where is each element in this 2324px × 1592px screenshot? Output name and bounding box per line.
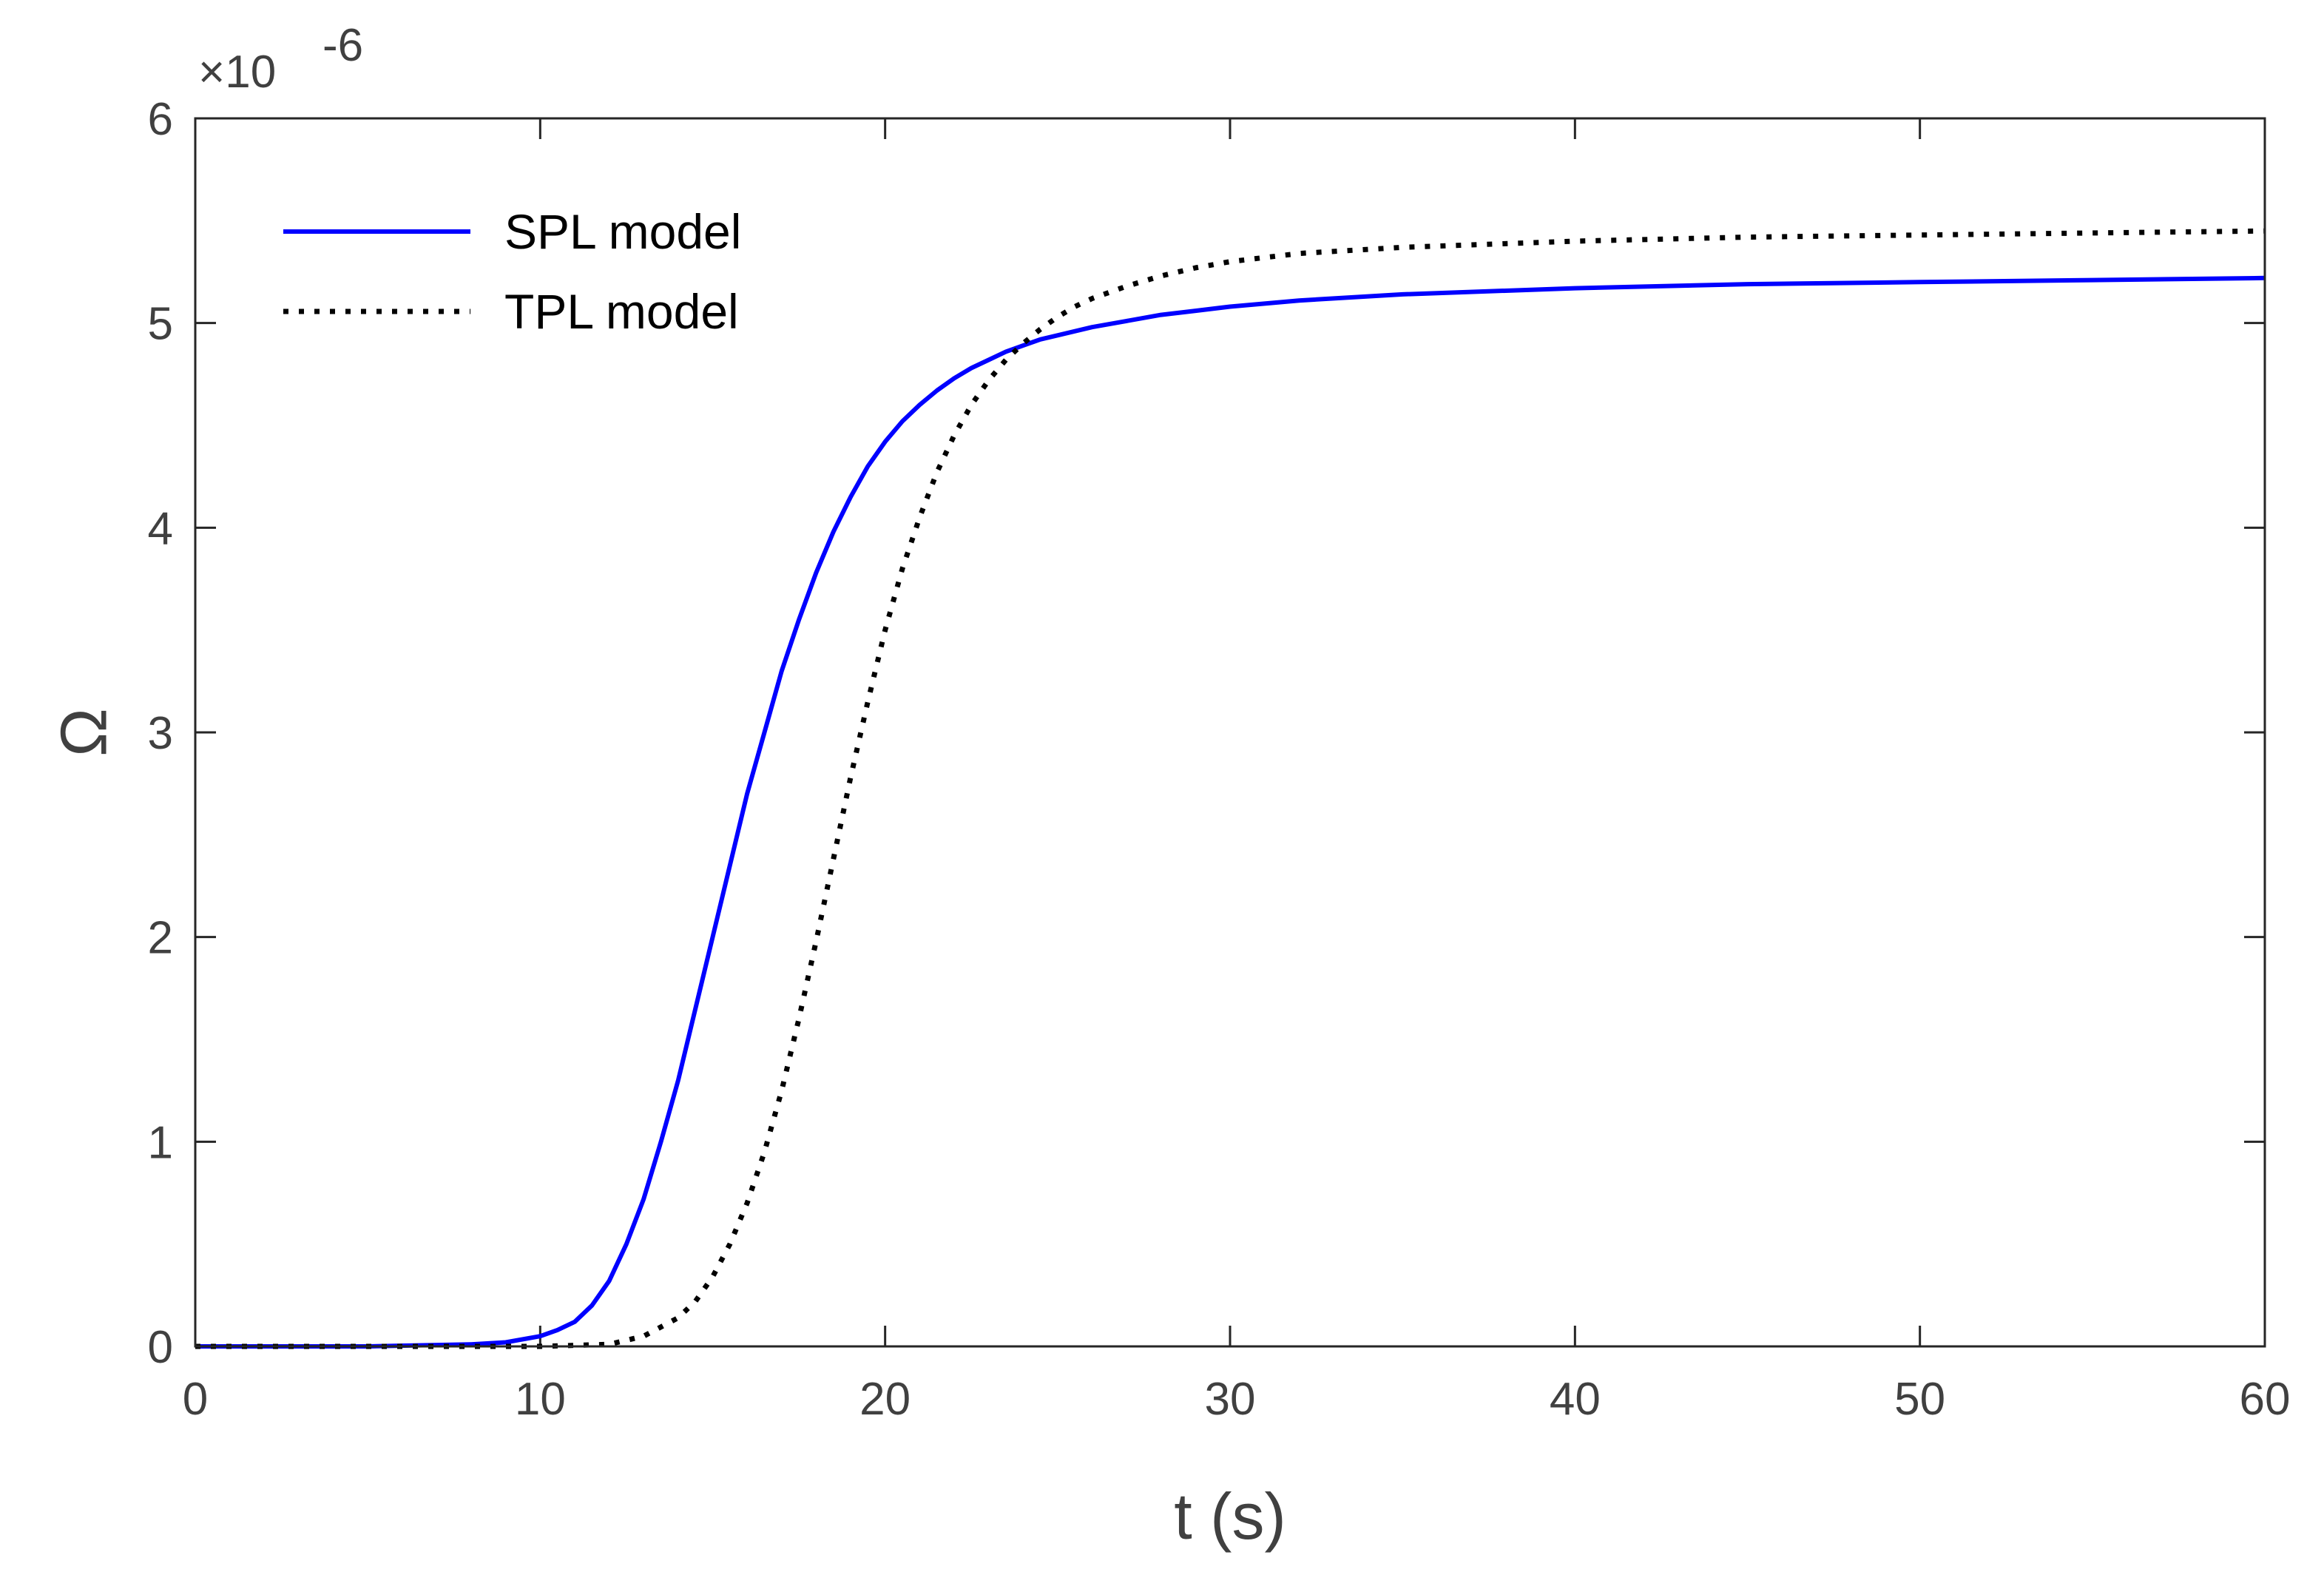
x-axis-ticks: 0 10 20 30 40 50 60 xyxy=(183,118,2291,1425)
y-tick-label: 3 xyxy=(148,708,173,759)
y-tick-label: 1 xyxy=(148,1117,173,1168)
y-axis-ticks: 0 1 2 3 4 5 6 xyxy=(148,94,2265,1373)
y-tick-label: 5 xyxy=(148,299,173,350)
x-tick-label: 40 xyxy=(1550,1374,1601,1425)
y-tick-label: 0 xyxy=(148,1322,173,1373)
x-tick-label: 50 xyxy=(1894,1374,1945,1425)
x-tick-label: 20 xyxy=(859,1374,911,1425)
series-layer xyxy=(195,228,2266,1349)
legend-label: TPL model xyxy=(504,284,739,339)
x-tick-label: 30 xyxy=(1205,1374,1256,1425)
series-line-tpl-model xyxy=(195,228,2266,1349)
x-tick-label: 0 xyxy=(183,1374,208,1425)
x-tick-label: 10 xyxy=(515,1374,566,1425)
y-tick-label: 6 xyxy=(148,94,173,145)
x-axis-title: t (s) xyxy=(1174,1480,1286,1553)
y-axis-title: Ω xyxy=(47,708,120,757)
y-exponent-base: ×10 xyxy=(198,47,276,98)
legend: SPL model TPL model xyxy=(283,204,741,339)
y-tick-label: 2 xyxy=(148,913,173,964)
legend-label: SPL model xyxy=(504,204,741,259)
y-tick-label: 4 xyxy=(148,503,173,554)
series-line-spl-model xyxy=(195,275,2266,1349)
plot-area-frame xyxy=(194,117,2266,1348)
y-exponent-power: -6 xyxy=(322,20,363,71)
x-tick-label: 60 xyxy=(2240,1374,2291,1425)
